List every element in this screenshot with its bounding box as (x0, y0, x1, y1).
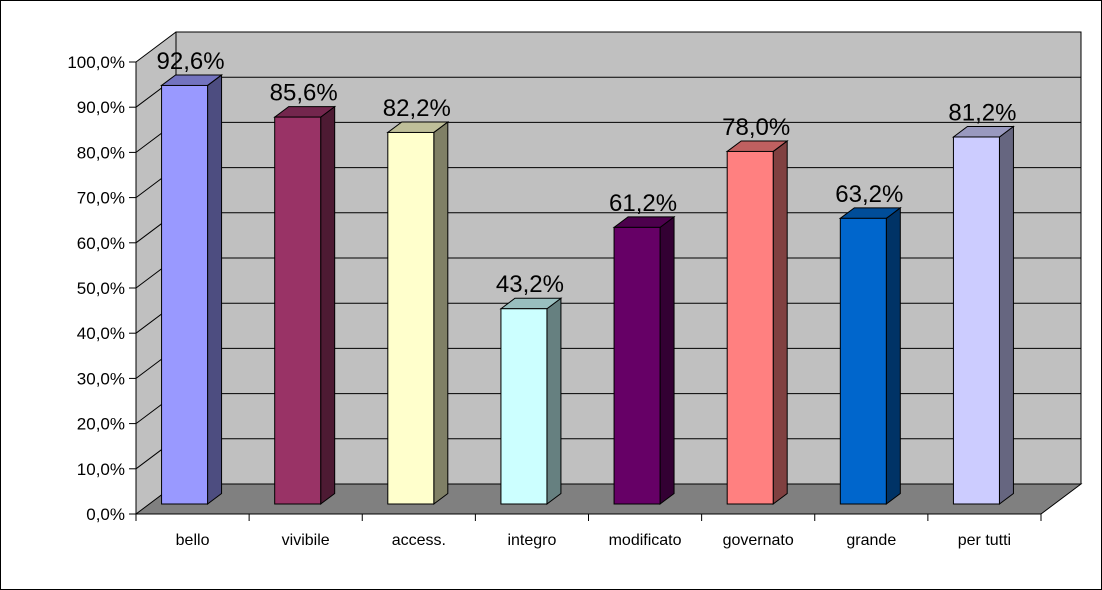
bars (160, 73, 1015, 505)
x-tick-label: integro (507, 532, 556, 549)
bar-vivibile (273, 105, 337, 505)
data-label: 85,6% (270, 80, 338, 107)
y-tick-label: 70,0% (77, 189, 125, 208)
data-label: 92,6% (157, 48, 225, 75)
bar-governato (725, 139, 789, 505)
data-label: 78,0% (722, 114, 790, 141)
bar-bello (160, 73, 224, 505)
data-label: 81,2% (948, 99, 1016, 126)
x-tick-label: bello (176, 532, 210, 549)
y-tick-label: 100,0% (67, 53, 125, 72)
data-label: 43,2% (496, 271, 564, 298)
bar-per-tutti (951, 125, 1015, 505)
y-tick-label: 20,0% (77, 415, 125, 434)
x-tick-label: per tutti (958, 532, 1011, 549)
bar-access (386, 120, 450, 505)
y-tick-label: 50,0% (77, 279, 125, 298)
data-label: 82,2% (383, 95, 451, 122)
y-tick-label: 80,0% (77, 143, 125, 162)
bar-side (998, 125, 1014, 505)
bar-side (659, 215, 675, 505)
bar-front (952, 136, 1000, 505)
x-tick-label: modificato (609, 532, 682, 549)
labels: 92,6% bello 85,6% vivibile 82,2% access. 43,2%… (157, 48, 1017, 549)
bar-side (885, 206, 901, 505)
y-tick-label: 90,0% (77, 98, 125, 117)
data-label: 61,2% (609, 190, 677, 217)
bar-side (772, 139, 788, 505)
bar-grande (838, 206, 902, 505)
bar-side (433, 120, 449, 505)
gridline (135, 31, 1081, 63)
y-tick-label: 40,0% (77, 324, 125, 343)
y-tick-label: 0,0% (86, 505, 125, 524)
bar-front (726, 150, 774, 505)
y-tick-label: 60,0% (77, 234, 125, 253)
bar-front (387, 131, 435, 505)
bar-side (207, 73, 223, 505)
bar-front (161, 84, 209, 505)
bar-front (839, 217, 887, 505)
x-tick-label: vivibile (282, 532, 330, 549)
bar-front (274, 116, 322, 505)
bar-side (546, 297, 562, 505)
y-tick-label: 10,0% (77, 460, 125, 479)
x-tick-label: grande (846, 532, 896, 549)
bar-side (320, 105, 336, 505)
y-tick-label: 30,0% (77, 369, 125, 388)
data-label: 63,2% (835, 181, 903, 208)
bar-integro (499, 297, 563, 505)
bar-front (500, 308, 548, 505)
bar-front (613, 226, 661, 505)
x-tick-label: governato (723, 532, 794, 549)
bar-modificato (612, 215, 676, 505)
x-tick-label: access. (392, 532, 446, 549)
axes: 0,0% 10,0% 20,0% 30,0% 40,0% 50,0% 60,0% 70,0% 8… (67, 53, 1042, 524)
